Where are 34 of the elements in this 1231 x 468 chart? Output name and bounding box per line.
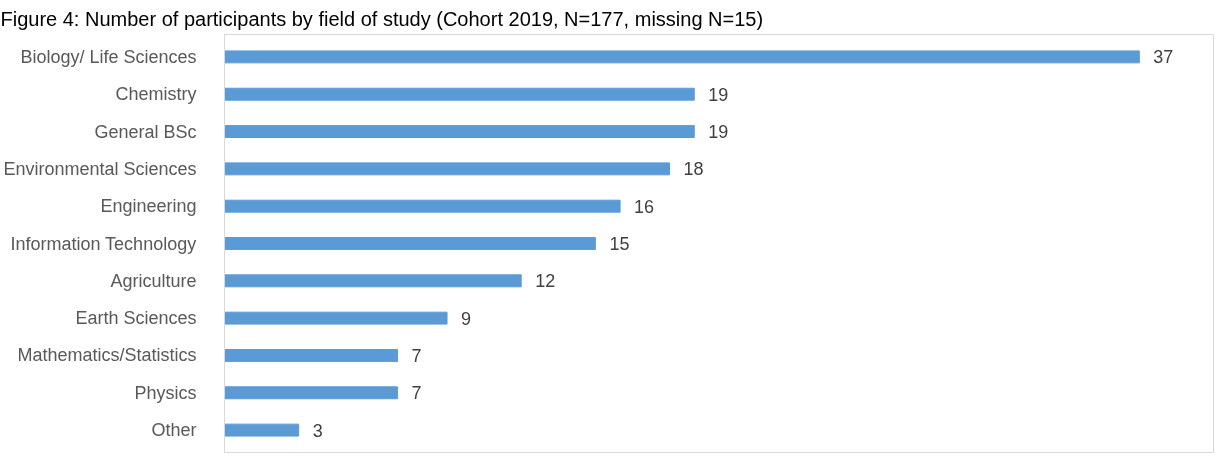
bar <box>224 199 621 213</box>
data-label: 37 <box>1153 47 1174 68</box>
data-label: 18 <box>683 159 704 180</box>
y-tick-label: Environmental Sciences <box>3 158 197 179</box>
bar <box>224 50 1140 64</box>
data-label: 7 <box>411 345 422 366</box>
data-label: 7 <box>411 383 422 404</box>
data-label: 9 <box>461 308 472 329</box>
data-label: 15 <box>609 234 630 254</box>
y-tick-label: Agriculture <box>110 270 197 291</box>
y-tick-label: Engineering <box>100 196 197 217</box>
bar <box>224 386 399 400</box>
y-tick-label: Chemistry <box>115 84 197 105</box>
data-label: 3 <box>312 420 323 441</box>
chart-title: Figure 4: Number of participants by field of study (Cohort 2019, N=177, missing N=15) <box>0 7 764 30</box>
data-label: 12 <box>535 271 556 292</box>
data-label: 19 <box>708 122 729 143</box>
bar <box>224 162 671 176</box>
bar <box>224 274 522 288</box>
bar <box>224 125 695 139</box>
bar <box>224 237 596 250</box>
y-tick-label: Information Technology <box>10 233 197 254</box>
bar <box>224 311 448 325</box>
bar <box>224 87 695 101</box>
bar <box>224 423 300 437</box>
bar <box>224 348 399 362</box>
y-tick-label: Biology/ Life Sciences <box>20 46 197 67</box>
y-tick-label: Earth Sciences <box>75 308 197 329</box>
y-tick-label: Physics <box>134 382 197 403</box>
data-label: 16 <box>634 196 655 217</box>
y-tick-label: General BSc <box>94 121 197 142</box>
data-label: 19 <box>708 84 729 105</box>
y-tick-label: Other <box>151 420 197 441</box>
y-tick-label: Mathematics/Statistics <box>17 345 197 366</box>
